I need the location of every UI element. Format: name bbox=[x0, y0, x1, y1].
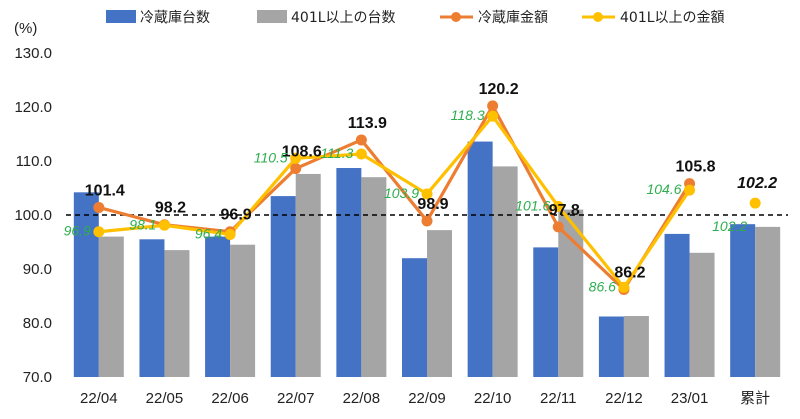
y-axis: 70.0 80.0 90.0 100.0 110.0 120.0 130.0 bbox=[14, 45, 52, 386]
data-label-bold: 108.6 bbox=[282, 144, 322, 161]
bar bbox=[664, 233, 690, 377]
data-label-green: 111.3 bbox=[320, 145, 353, 161]
line-point bbox=[355, 134, 367, 146]
series-line bbox=[98, 114, 691, 289]
y-tick-label: 90.0 bbox=[23, 261, 52, 278]
bar bbox=[402, 258, 427, 377]
x-tick-label: 22/09 bbox=[408, 390, 446, 407]
line-point bbox=[618, 281, 630, 293]
data-label-extra: 102.2 bbox=[737, 175, 777, 192]
bar bbox=[295, 173, 321, 377]
legend-label-bar1: 冷蔵庫台数 bbox=[140, 9, 210, 26]
x-tick-label: 22/06 bbox=[211, 390, 249, 407]
line-point bbox=[552, 221, 564, 233]
x-tick-label: 22/08 bbox=[343, 390, 381, 407]
x-tick-label: 23/01 bbox=[671, 390, 709, 407]
legend-label-line2: 401L以上の金額 bbox=[620, 10, 725, 26]
bar bbox=[467, 141, 493, 377]
legend-label-bar2: 401L以上の台数 bbox=[291, 10, 396, 26]
bar bbox=[139, 239, 165, 377]
legend-marker-line1 bbox=[451, 12, 461, 22]
x-tick-label: 22/05 bbox=[146, 390, 184, 407]
bar bbox=[755, 226, 781, 377]
x-tick-label: 22/10 bbox=[474, 390, 512, 407]
data-label-bold: 113.9 bbox=[348, 115, 387, 132]
y-tick-label: 110.0 bbox=[16, 153, 52, 170]
bar bbox=[361, 177, 387, 377]
line-point bbox=[93, 226, 105, 238]
y-unit-label: (%) bbox=[14, 20, 37, 37]
x-tick-label: 22/11 bbox=[540, 390, 576, 407]
bar bbox=[689, 252, 715, 377]
y-tick-label: 70.0 bbox=[23, 369, 52, 386]
data-label-bold: 86.2 bbox=[614, 265, 645, 282]
bar bbox=[336, 168, 362, 377]
data-label-bold: 98.2 bbox=[155, 200, 186, 217]
bar bbox=[623, 315, 649, 377]
line-point bbox=[158, 219, 170, 231]
line-point bbox=[290, 152, 302, 164]
data-label-green: 101.6 bbox=[515, 197, 550, 213]
bar bbox=[270, 196, 296, 377]
line-point bbox=[421, 188, 433, 200]
x-tick-label: 22/07 bbox=[277, 390, 315, 407]
bar bbox=[533, 247, 559, 377]
bar bbox=[205, 236, 231, 377]
data-label-bold: 98.9 bbox=[417, 196, 448, 213]
data-labels: 101.4 98.2 96.9 108.6 113.9 98.9 120.2 97.8 86.2… bbox=[64, 81, 778, 294]
data-label-green: 96.4 bbox=[195, 225, 222, 241]
data-label-green: 110.5 bbox=[254, 149, 288, 165]
data-label-bold: 96.9 bbox=[221, 207, 252, 224]
line-point bbox=[224, 228, 236, 240]
x-tick-label: 累計 bbox=[740, 390, 770, 407]
line-point bbox=[487, 110, 499, 122]
legend: 冷蔵庫台数 401L以上の台数 冷蔵庫金額 401L以上の金額 bbox=[106, 9, 725, 26]
bar bbox=[230, 244, 256, 377]
bars bbox=[73, 141, 781, 377]
data-label-green: 118.3 bbox=[451, 107, 485, 123]
bar bbox=[427, 230, 452, 377]
legend-swatch-bar1 bbox=[106, 10, 136, 23]
line-point bbox=[684, 184, 696, 196]
line-point bbox=[552, 200, 564, 212]
legend-swatch-bar2 bbox=[257, 10, 287, 23]
line-point bbox=[355, 148, 367, 160]
bar bbox=[598, 316, 624, 377]
bar bbox=[730, 224, 756, 377]
series-line bbox=[98, 104, 691, 292]
data-label-green: 103.9 bbox=[384, 185, 419, 201]
legend-label-line1: 冷蔵庫金額 bbox=[478, 9, 548, 26]
data-label-bold: 105.8 bbox=[676, 159, 716, 176]
x-tick-label: 22/12 bbox=[605, 390, 643, 407]
line-point bbox=[290, 163, 302, 175]
line-point bbox=[749, 197, 761, 209]
y-tick-label: 120.0 bbox=[14, 99, 52, 116]
bar bbox=[492, 166, 518, 377]
x-axis: 22/04 22/05 22/06 22/07 22/08 22/09 22/10 22/11… bbox=[80, 390, 770, 407]
data-label-green: 102.2 bbox=[712, 218, 747, 234]
legend-marker-line2 bbox=[593, 12, 603, 22]
data-label-green: 86.6 bbox=[589, 278, 616, 294]
y-tick-label: 80.0 bbox=[23, 315, 52, 332]
data-label-green: 96.9 bbox=[64, 223, 91, 239]
y-tick-label: 100.0 bbox=[14, 207, 52, 224]
lines bbox=[93, 100, 761, 296]
data-label-bold: 97.8 bbox=[549, 202, 580, 219]
line-point bbox=[421, 215, 433, 227]
bar bbox=[98, 236, 124, 377]
line-point bbox=[487, 100, 499, 112]
x-tick-label: 22/04 bbox=[80, 390, 118, 407]
bar bbox=[73, 192, 99, 377]
bar bbox=[164, 250, 190, 377]
data-label-green: 98.1 bbox=[129, 216, 156, 232]
line-point bbox=[93, 201, 105, 213]
data-label-bold: 120.2 bbox=[479, 81, 519, 98]
data-label-bold: 101.4 bbox=[85, 182, 125, 199]
y-tick-label: 130.0 bbox=[14, 45, 52, 62]
data-label-green: 104.6 bbox=[646, 181, 681, 197]
